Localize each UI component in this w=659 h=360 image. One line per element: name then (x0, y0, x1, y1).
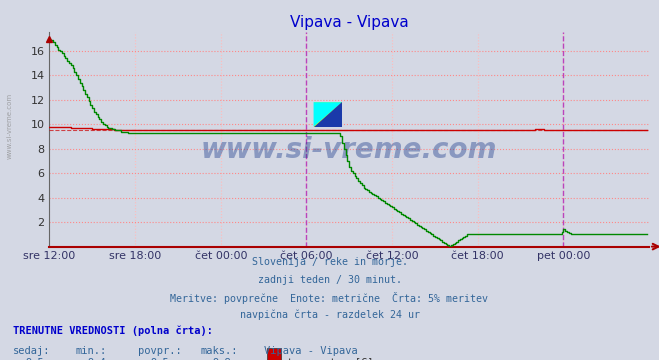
Text: povpr.:: povpr.: (138, 346, 182, 356)
Polygon shape (314, 102, 342, 127)
Title: Vipava - Vipava: Vipava - Vipava (290, 15, 409, 30)
Text: navpična črta - razdelek 24 ur: navpična črta - razdelek 24 ur (239, 309, 420, 320)
Text: 9,4: 9,4 (88, 358, 106, 360)
Text: 9,5: 9,5 (150, 358, 169, 360)
Text: Vipava - Vipava: Vipava - Vipava (264, 346, 357, 356)
Text: zadnji teden / 30 minut.: zadnji teden / 30 minut. (258, 275, 401, 285)
Bar (314, 102, 342, 127)
Text: Meritve: povprečne  Enote: metrične  Črta: 5% meritev: Meritve: povprečne Enote: metrične Črta:… (171, 292, 488, 304)
Polygon shape (314, 102, 342, 127)
FancyBboxPatch shape (267, 348, 281, 360)
Text: min.:: min.: (76, 346, 107, 356)
Text: TRENUTNE VREDNOSTI (polna črta):: TRENUTNE VREDNOSTI (polna črta): (13, 326, 213, 336)
Text: temperatura[C]: temperatura[C] (287, 358, 374, 360)
Text: 9,8: 9,8 (213, 358, 231, 360)
Text: maks.:: maks.: (201, 346, 239, 356)
Text: 9,5: 9,5 (25, 358, 43, 360)
Text: www.si-vreme.com: www.si-vreme.com (7, 93, 13, 159)
Text: www.si-vreme.com: www.si-vreme.com (201, 136, 498, 164)
Text: Slovenija / reke in morje.: Slovenija / reke in morje. (252, 257, 407, 267)
Text: sedaj:: sedaj: (13, 346, 51, 356)
